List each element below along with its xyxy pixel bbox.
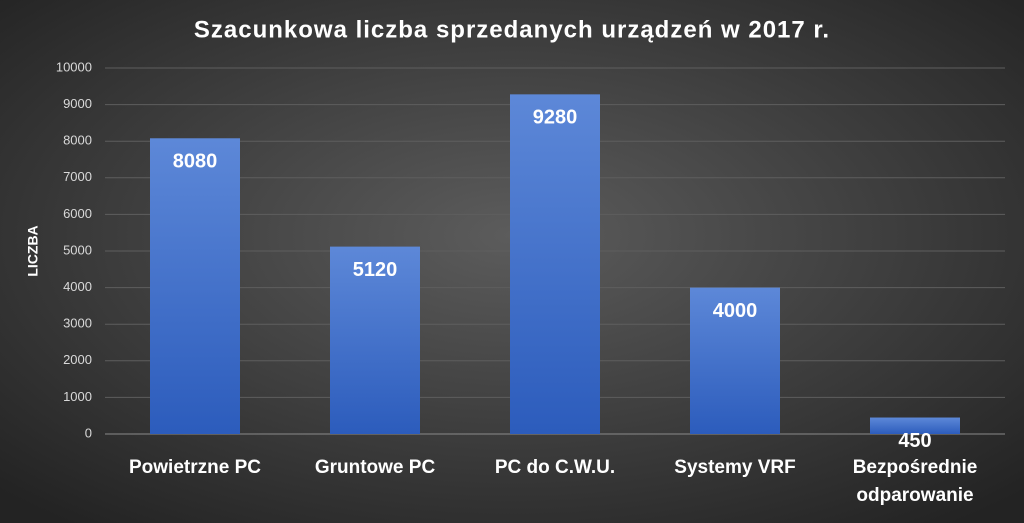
y-tick-label: 0 — [85, 425, 92, 440]
x-tick-label: Powietrzne PC — [129, 457, 261, 478]
bar — [690, 287, 780, 434]
data-label: 9280 — [533, 107, 578, 129]
x-tick-label: Bezpośrednie odparowanie — [853, 457, 978, 506]
y-tick-label: 3000 — [63, 316, 92, 331]
y-tick-label: 1000 — [63, 389, 92, 404]
y-tick-label: 9000 — [63, 96, 92, 111]
y-tick-label: 2000 — [63, 352, 92, 367]
bar — [150, 138, 240, 434]
bar — [330, 246, 420, 434]
chart-title: Szacunkowa liczba sprzedanych urządzeń w… — [194, 16, 830, 43]
y-tick-label: 4000 — [63, 279, 92, 294]
x-tick-label: PC do C.W.U. — [495, 457, 615, 478]
y-axis-title: LICZBA — [25, 225, 41, 276]
y-tick-label: 6000 — [63, 206, 92, 221]
y-tick-label: 5000 — [63, 242, 92, 257]
bar — [870, 417, 960, 434]
data-label: 5120 — [353, 259, 398, 281]
x-tick-label: Systemy VRF — [674, 457, 795, 478]
x-tick-label: Gruntowe PC — [315, 457, 436, 478]
bar — [510, 94, 600, 435]
y-tick-label: 7000 — [63, 169, 92, 184]
y-tick-label: 10000 — [56, 59, 92, 74]
y-tick-label: 8000 — [63, 133, 92, 148]
data-label: 450 — [898, 430, 931, 452]
data-label: 4000 — [713, 300, 758, 322]
data-label: 8080 — [173, 151, 218, 173]
